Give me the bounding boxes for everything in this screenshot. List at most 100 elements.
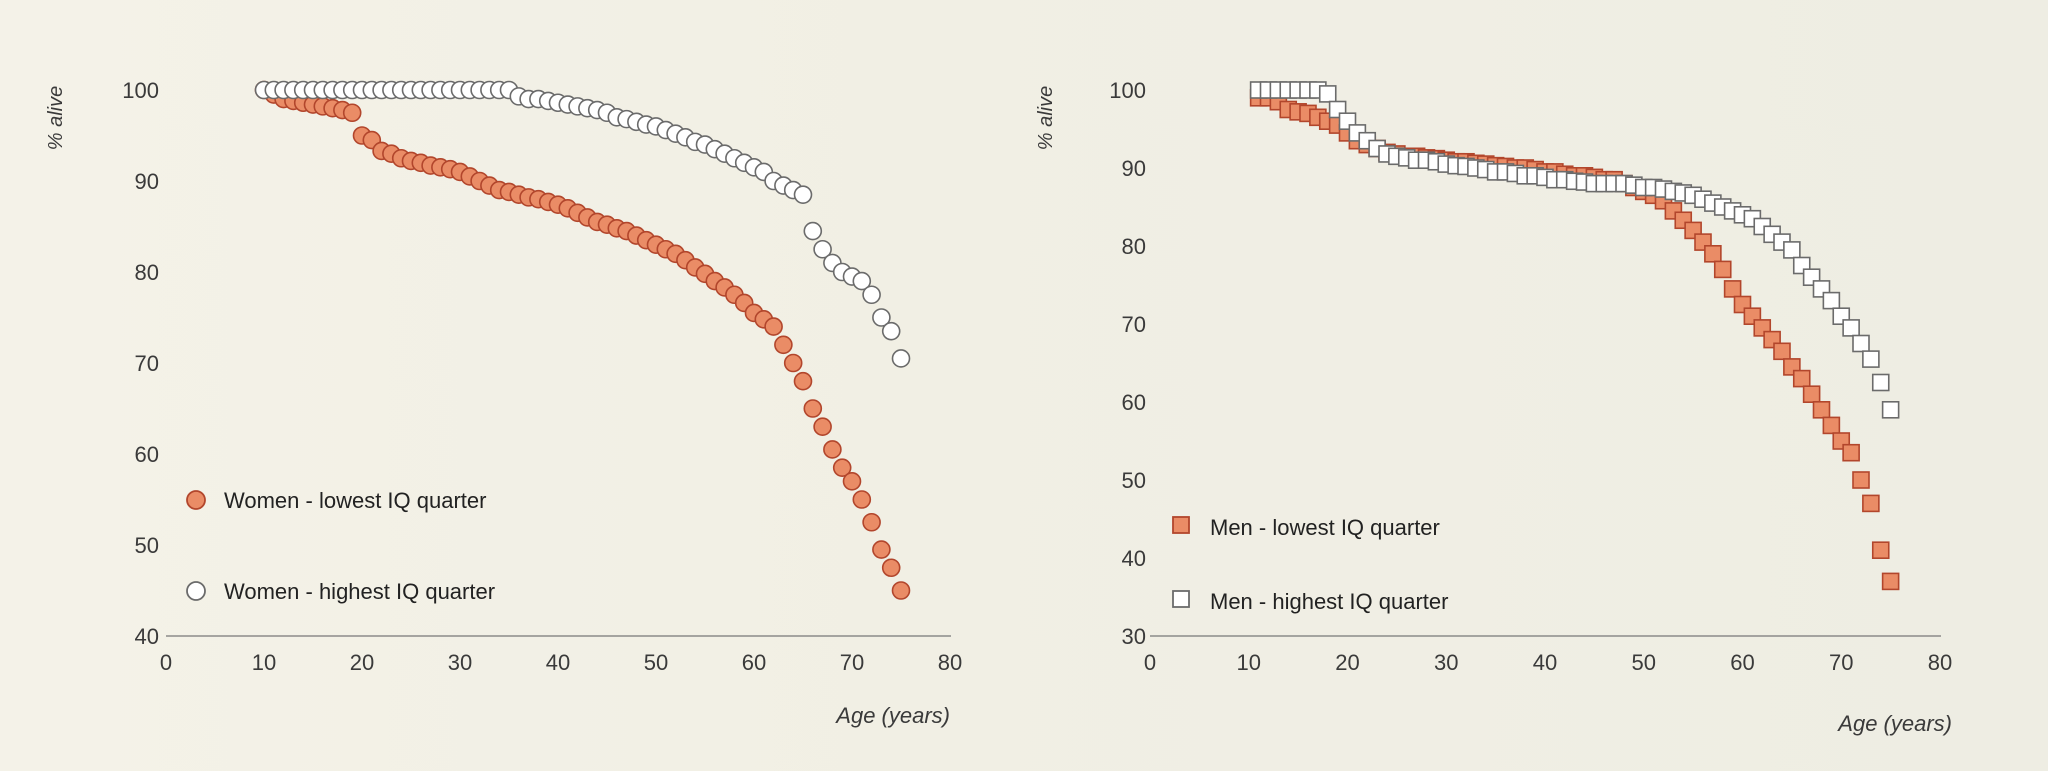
women-lowest-series — [254, 80, 911, 600]
women-lowest-point — [832, 458, 852, 477]
women-legend: Women - lowest IQ quarter Women - highes… — [186, 488, 495, 604]
men-x-tick-label: 20 — [1335, 650, 1359, 675]
men-lowest-point — [1802, 385, 1821, 404]
women-x-axis-label: Age (years) — [834, 703, 950, 728]
women-lowest-point — [793, 371, 813, 391]
men-y-ticks: 30 40 50 60 70 80 90 100 — [1109, 78, 1146, 649]
women-y-tick-label: 60 — [135, 442, 159, 467]
women-legend-marker-highest — [186, 581, 206, 601]
women-x-tick-label: 30 — [448, 650, 472, 675]
men-legend-label-lowest: Men - lowest IQ quarter — [1210, 515, 1440, 540]
men-highest-point — [1871, 373, 1890, 392]
women-lowest-point — [842, 471, 862, 491]
men-x-tick-label: 10 — [1237, 650, 1261, 675]
women-lowest-point — [823, 440, 842, 459]
men-highest-point — [1318, 85, 1337, 103]
men-lowest-point — [1881, 572, 1900, 591]
women-lowest-point — [342, 103, 362, 123]
women-y-tick-label: 50 — [135, 533, 159, 558]
women-lowest-point — [891, 581, 911, 600]
women-legend-label-lowest: Women - lowest IQ quarter — [224, 488, 486, 513]
men-y-tick-label: 50 — [1122, 468, 1146, 493]
men-y-tick-label: 90 — [1122, 156, 1146, 181]
men-x-tick-label: 60 — [1730, 650, 1754, 675]
men-x-tick-label: 30 — [1434, 650, 1458, 675]
men-lowest-point — [1852, 471, 1870, 489]
men-y-tick-label: 60 — [1122, 390, 1146, 415]
women-x-tick-label: 10 — [252, 650, 276, 675]
women-lowest-point — [774, 335, 793, 355]
women-highest-series — [254, 80, 911, 368]
men-highest-series — [1249, 81, 1900, 419]
women-lowest-point — [803, 399, 823, 418]
women-x-ticks: 0 10 20 30 40 50 60 70 80 — [160, 650, 962, 675]
women-y-tick-label: 40 — [135, 624, 159, 649]
women-legend-label-highest: Women - highest IQ quarter — [224, 579, 495, 604]
men-x-tick-label: 70 — [1829, 650, 1853, 675]
women-x-tick-label: 20 — [350, 650, 374, 675]
women-highest-point — [862, 285, 881, 305]
women-highest-point — [872, 308, 891, 327]
men-x-tick-label: 80 — [1928, 650, 1952, 675]
men-highest-point — [1822, 291, 1841, 310]
men-lowest-point — [1713, 260, 1732, 279]
men-lowest-point — [1704, 245, 1722, 263]
men-y-tick-label: 30 — [1122, 624, 1146, 649]
women-highest-point — [852, 271, 872, 291]
women-y-tick-label: 100 — [122, 78, 159, 103]
women-y-tick-label: 70 — [135, 351, 159, 376]
women-lowest-point — [813, 417, 832, 437]
men-y-tick-label: 40 — [1122, 546, 1146, 571]
men-lowest-point — [1792, 369, 1811, 388]
women-lowest-point — [783, 353, 803, 373]
men-legend-marker-lowest — [1172, 516, 1190, 534]
men-legend-marker-highest — [1172, 590, 1190, 608]
men-highest-point — [1881, 400, 1900, 419]
men-legend: Men - lowest IQ quarter Men - highest IQ… — [1172, 515, 1448, 614]
women-x-tick-label: 80 — [938, 650, 962, 675]
women-highest-point — [891, 349, 911, 368]
chart-men: 30 40 50 60 70 80 90 100 0 10 20 30 40 50 60 70 80 % al… — [1035, 78, 1952, 736]
men-highest-point — [1862, 350, 1880, 368]
women-x-tick-label: 60 — [742, 650, 766, 675]
men-lowest-point — [1842, 443, 1860, 462]
women-lowest-point — [872, 540, 891, 559]
men-highest-point — [1852, 334, 1870, 353]
women-x-tick-label: 70 — [840, 650, 864, 675]
women-y-tick-label: 80 — [135, 260, 159, 285]
men-x-tick-label: 40 — [1533, 650, 1557, 675]
women-lowest-point — [764, 317, 783, 336]
women-y-tick-label: 90 — [135, 169, 159, 194]
men-lowest-point — [1822, 416, 1841, 435]
men-y-tick-label: 70 — [1122, 312, 1146, 337]
men-y-axis-label: % alive — [1035, 86, 1057, 150]
women-legend-marker-lowest — [186, 490, 206, 510]
women-highest-point — [793, 185, 813, 204]
women-lowest-point — [881, 558, 901, 578]
men-highest-point — [1842, 319, 1860, 337]
women-highest-point — [803, 221, 823, 241]
women-x-tick-label: 50 — [644, 650, 668, 675]
women-highest-point — [813, 239, 832, 259]
men-lowest-point — [1723, 280, 1742, 298]
men-x-axis-label: Age (years) — [1836, 711, 1952, 736]
men-x-tick-label: 0 — [1144, 650, 1156, 675]
men-x-ticks: 0 10 20 30 40 50 60 70 80 — [1144, 650, 1952, 675]
women-y-axis-label: % alive — [45, 86, 67, 150]
men-lowest-point — [1862, 494, 1880, 513]
women-x-tick-label: 40 — [546, 650, 570, 675]
women-y-ticks: 40 50 60 70 80 90 100 — [122, 78, 159, 649]
men-lowest-point — [1812, 400, 1831, 419]
women-lowest-point — [862, 512, 881, 532]
women-x-tick-label: 0 — [160, 650, 172, 675]
men-y-tick-label: 80 — [1122, 234, 1146, 259]
men-lowest-point — [1871, 541, 1890, 560]
women-lowest-point — [852, 490, 872, 509]
men-y-tick-label: 100 — [1109, 78, 1146, 103]
men-x-tick-label: 50 — [1632, 650, 1656, 675]
men-lowest-point — [1773, 342, 1791, 361]
men-legend-label-highest: Men - highest IQ quarter — [1210, 589, 1448, 614]
chart-women: 40 50 60 70 80 90 100 0 10 20 30 40 50 60 70 80 % aliv… — [45, 78, 962, 728]
